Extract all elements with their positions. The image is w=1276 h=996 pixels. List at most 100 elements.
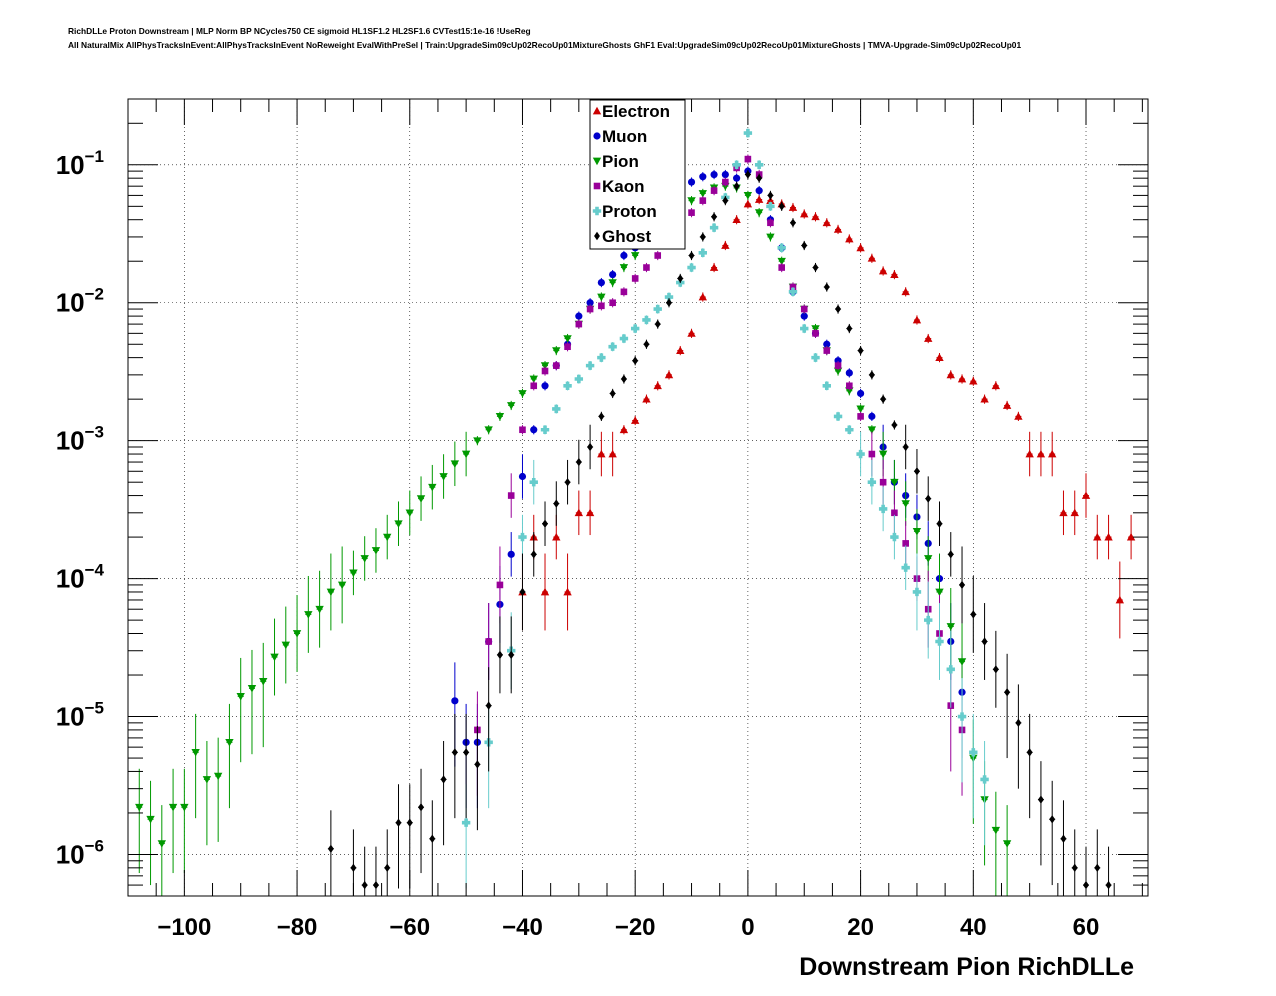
data-point — [664, 370, 674, 379]
data-point — [935, 588, 944, 597]
data-point — [540, 362, 550, 370]
data-point — [981, 637, 988, 646]
data-point — [743, 128, 753, 138]
data-point — [585, 508, 595, 517]
legend-marker — [593, 182, 601, 190]
data-point — [788, 203, 798, 211]
data-point — [609, 389, 616, 398]
data-point — [924, 555, 933, 563]
data-point — [542, 519, 548, 528]
data-point — [575, 312, 583, 320]
data-point — [801, 241, 808, 250]
data-point — [496, 650, 503, 660]
data-point — [767, 191, 774, 200]
plot-frame — [127, 98, 1149, 897]
data-point — [597, 449, 606, 458]
data-point — [878, 266, 888, 275]
data-point — [1094, 863, 1101, 873]
data-point — [891, 420, 898, 430]
data-point — [914, 467, 920, 476]
data-point — [664, 292, 674, 302]
x-tick-label: 60 — [1073, 914, 1100, 941]
data-point — [202, 776, 212, 784]
data-point — [822, 381, 831, 390]
data-point — [406, 818, 413, 827]
data-point — [416, 495, 426, 503]
data-point — [957, 374, 967, 383]
data-point — [935, 637, 944, 646]
data-point — [756, 173, 763, 183]
data-point — [585, 361, 595, 370]
data-point — [743, 192, 753, 200]
data-point — [722, 196, 729, 205]
data-point — [384, 863, 391, 873]
data-point — [666, 298, 672, 307]
x-tick-label: 0 — [741, 914, 754, 941]
data-point — [428, 483, 437, 492]
tick-layer — [127, 99, 1148, 897]
data-point — [540, 425, 550, 434]
data-point — [643, 340, 650, 349]
data-point — [1081, 491, 1091, 499]
y-tick-label: 10−4 — [56, 561, 105, 594]
data-point — [970, 610, 977, 619]
data-point — [812, 263, 819, 272]
data-point — [225, 738, 234, 747]
data-point — [485, 701, 492, 710]
data-point — [620, 251, 628, 260]
data-point — [969, 376, 978, 385]
data-point — [857, 413, 864, 420]
data-point — [518, 472, 527, 481]
data-point — [597, 278, 605, 287]
data-point — [598, 302, 605, 310]
data-point — [642, 394, 651, 403]
data-point — [337, 581, 347, 590]
data-point — [699, 232, 706, 242]
data-point — [508, 650, 515, 660]
data-point — [530, 550, 537, 559]
data-point — [732, 215, 741, 224]
y-tick-label: 10−3 — [56, 423, 104, 456]
data-point — [959, 580, 965, 590]
data-point — [733, 181, 740, 191]
data-point — [902, 540, 909, 547]
data-point — [1071, 863, 1078, 873]
data-point — [766, 233, 775, 242]
data-point — [980, 394, 989, 403]
data-point — [754, 195, 764, 203]
data-point — [1025, 449, 1034, 458]
data-point — [632, 356, 639, 365]
data-point — [733, 174, 741, 182]
data-point — [890, 478, 899, 487]
data-point — [564, 477, 571, 487]
data-point — [1004, 688, 1011, 697]
data-point — [418, 803, 424, 812]
data-point — [461, 818, 471, 827]
data-point — [642, 315, 651, 325]
data-point — [609, 299, 616, 307]
data-point — [925, 494, 932, 503]
data-point — [676, 346, 685, 354]
data-point — [935, 353, 944, 361]
data-point — [597, 353, 606, 362]
data-point — [620, 374, 627, 384]
data-point — [530, 426, 538, 434]
series-pion — [135, 181, 1012, 896]
data-point — [1047, 449, 1057, 458]
data-point — [304, 611, 313, 619]
data-point — [653, 304, 662, 314]
data-point — [687, 178, 696, 186]
data-point — [405, 509, 414, 518]
data-point — [901, 563, 910, 572]
data-point — [721, 170, 729, 179]
series-electron — [518, 194, 1136, 639]
data-point — [878, 504, 888, 514]
header-line-1: RichDLLe Proton Downstream | MLP Norm BP… — [68, 26, 531, 36]
data-point — [790, 218, 796, 227]
data-point — [1070, 508, 1079, 517]
data-point — [327, 844, 334, 853]
data-point — [519, 587, 526, 597]
legend-marker — [593, 132, 601, 140]
data-point — [563, 381, 572, 390]
